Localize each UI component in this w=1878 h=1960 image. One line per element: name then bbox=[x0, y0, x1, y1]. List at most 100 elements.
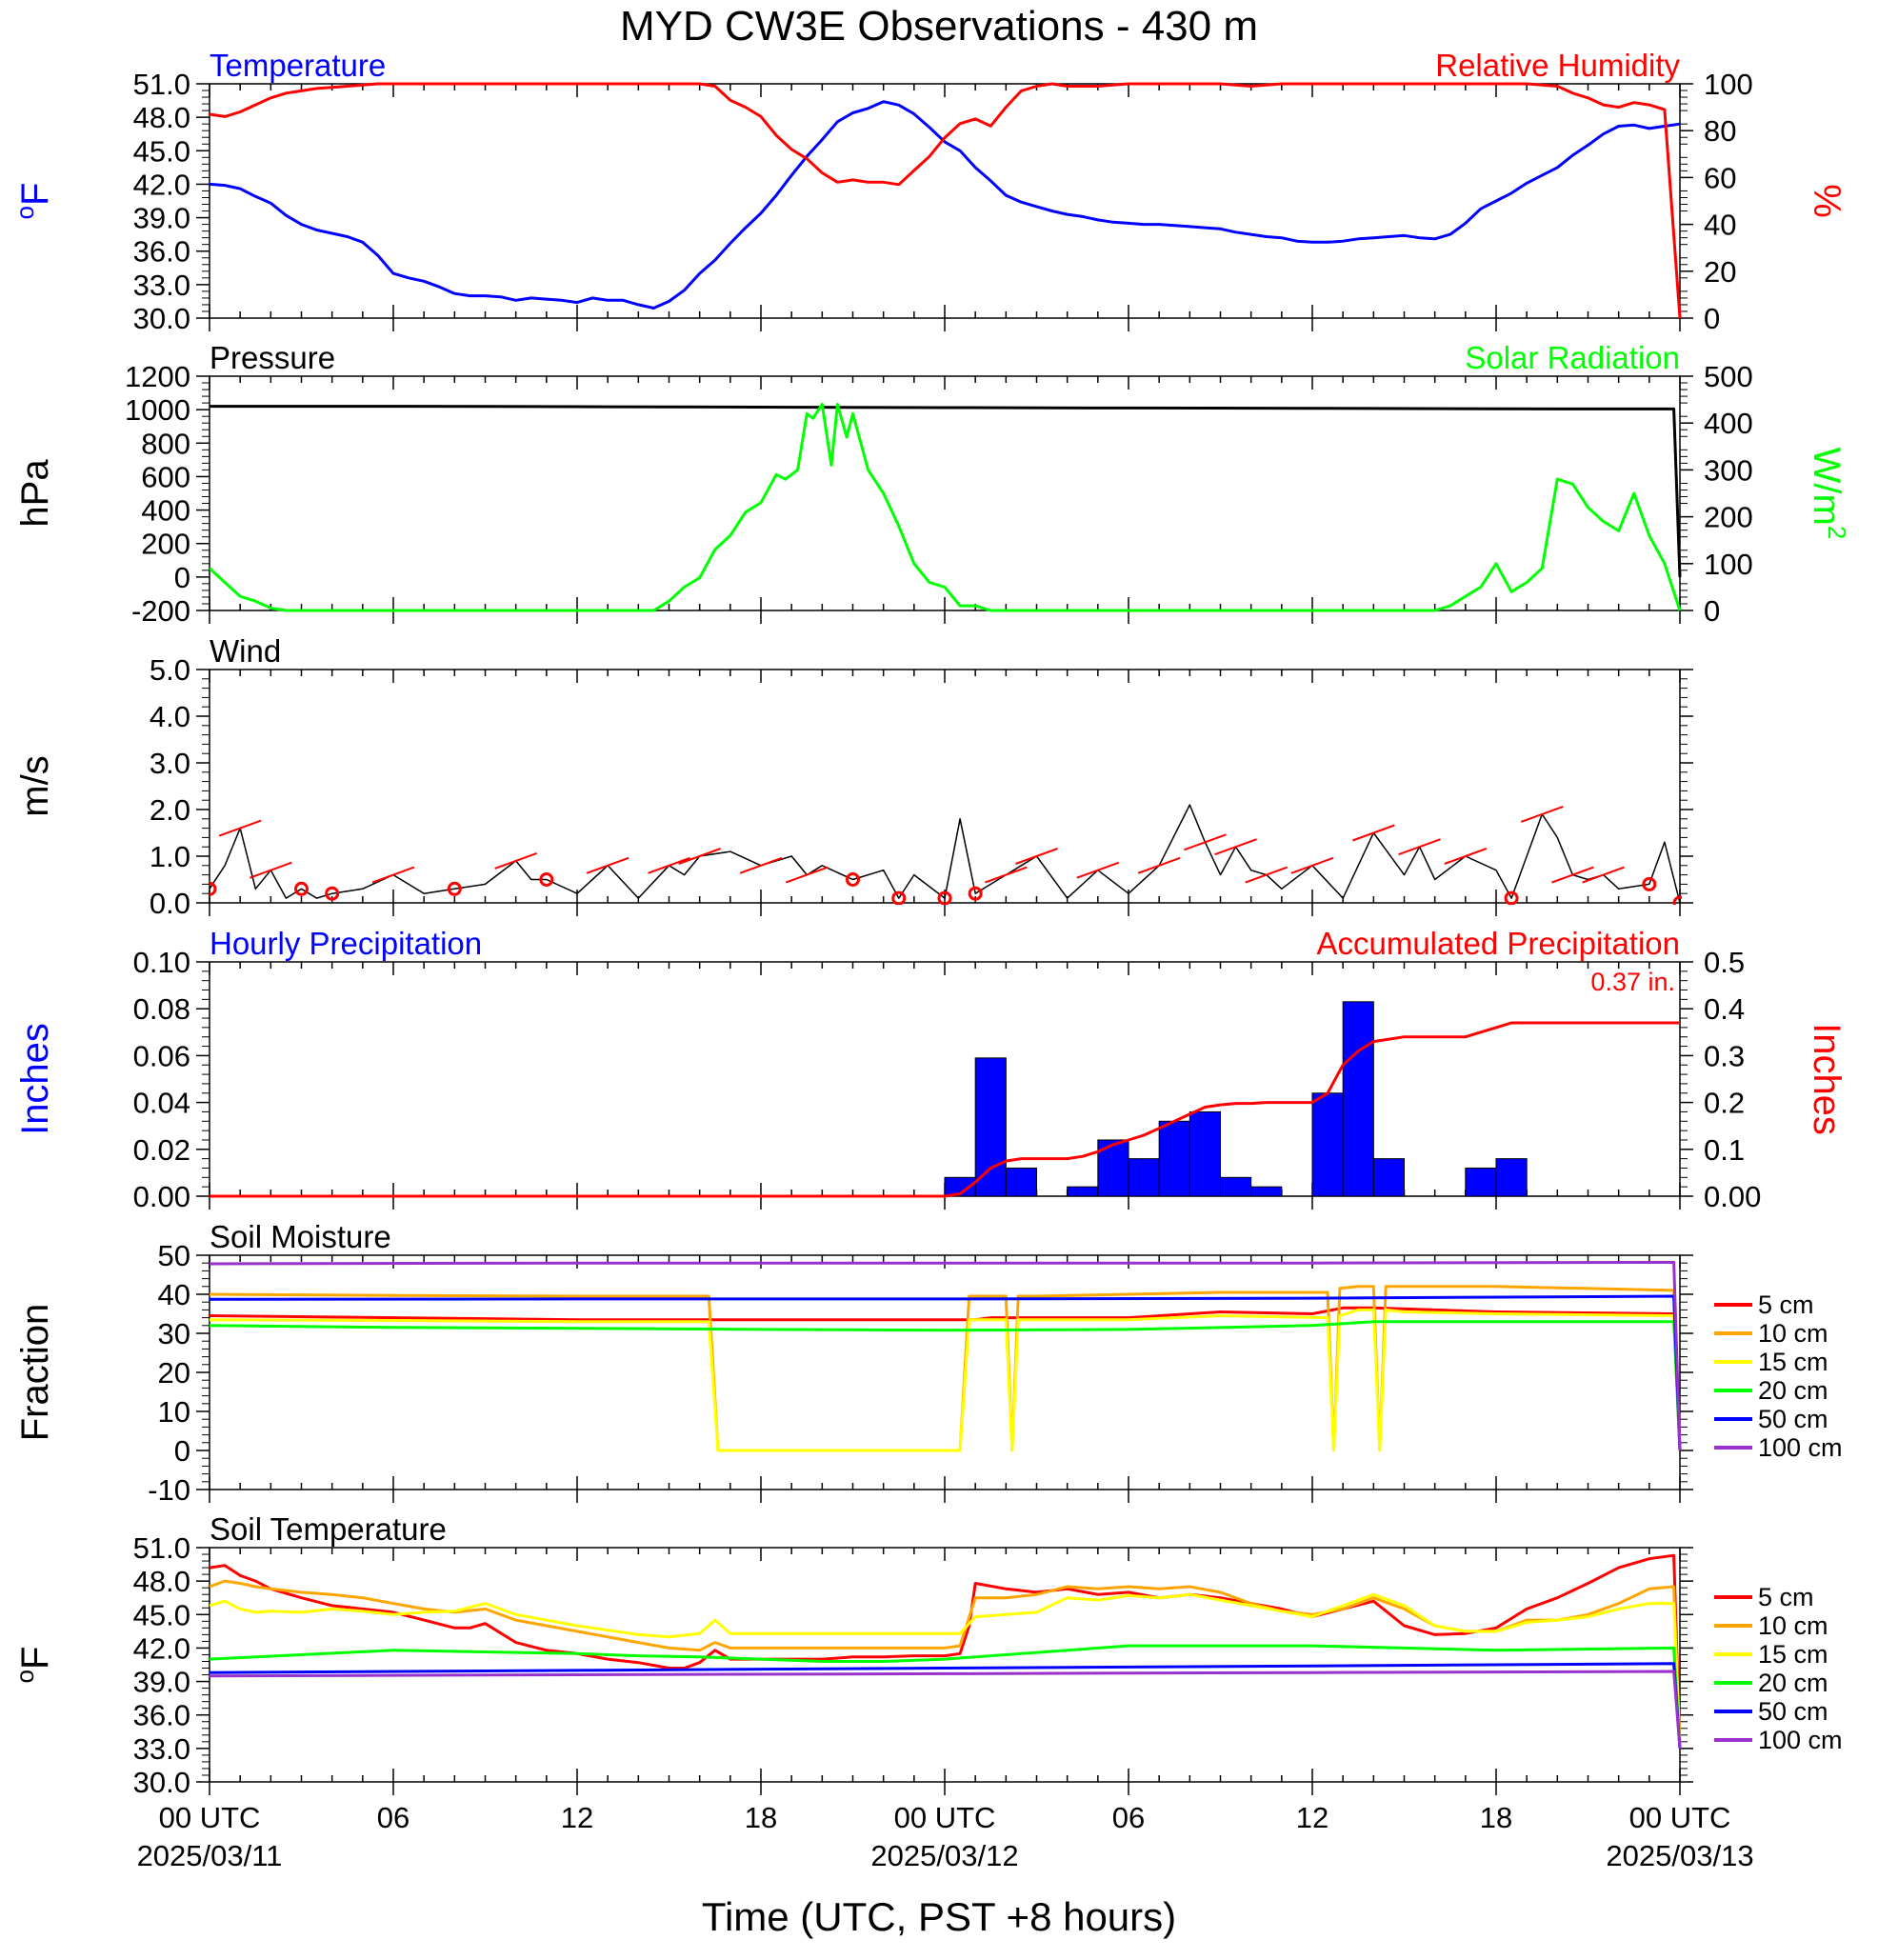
panel-data bbox=[210, 1553, 1682, 1750]
y-tick-label-left: 10 bbox=[158, 1395, 190, 1429]
legend-label: 50 cm bbox=[1758, 1697, 1828, 1726]
precip-bar bbox=[1342, 1001, 1374, 1197]
precip-bar bbox=[1067, 1186, 1099, 1197]
y-axis-label-left: m/s bbox=[14, 755, 56, 816]
y-tick-label-left: 200 bbox=[141, 528, 190, 561]
accumulated-precipitation-line bbox=[210, 1021, 1680, 1198]
y-tick-label-left: 33.0 bbox=[133, 1732, 190, 1766]
x-tick-label: 12 bbox=[1296, 1801, 1329, 1834]
precip-bar bbox=[1128, 1158, 1160, 1197]
y-tick-label-right: 100 bbox=[1704, 548, 1753, 581]
y-tick-label-left: 600 bbox=[141, 460, 190, 493]
y-tick-label-right: 80 bbox=[1704, 114, 1736, 148]
y-tick-label-left: 39.0 bbox=[133, 1666, 190, 1699]
y-tick-label-right: 400 bbox=[1704, 407, 1753, 440]
y-tick-label-left: 1.0 bbox=[150, 840, 190, 873]
x-tick-label: 06 bbox=[1112, 1801, 1145, 1834]
y-axis-label-left: hPa bbox=[14, 459, 56, 528]
wind-barb bbox=[249, 861, 292, 879]
y-tick-label-left: 20 bbox=[158, 1356, 190, 1390]
y-tick-label-left: 4.0 bbox=[150, 700, 190, 733]
calm-wind-marker bbox=[1672, 895, 1682, 905]
panel-frame bbox=[209, 1254, 1681, 1490]
panel-2: 0.0 1.0 2.0 3.0 4.0 5.0 Wind m/s bbox=[14, 633, 1693, 920]
panel-0: 30.033.036.039.042.045.048.051.0 0 20 40 60 8… bbox=[10, 48, 1848, 335]
y-tick-label-left: 51.0 bbox=[133, 68, 190, 101]
y-tick-label-right: 20 bbox=[1704, 255, 1736, 289]
wind-barb bbox=[1137, 856, 1181, 874]
y-tick-label-left: 45.0 bbox=[133, 1598, 190, 1631]
y-tick-label-right: 0.5 bbox=[1704, 946, 1745, 979]
legend-label: 15 cm bbox=[1758, 1348, 1828, 1376]
legend-label: 10 cm bbox=[1758, 1611, 1828, 1640]
y-tick-label-left: 0.0 bbox=[150, 887, 190, 920]
y-tick-label-left: 42.0 bbox=[133, 168, 190, 201]
x-tick-label: 00 UTC bbox=[159, 1801, 261, 1834]
calm-wind-marker bbox=[891, 890, 907, 905]
panel-left-title: Temperature bbox=[210, 48, 386, 83]
100-cm-line bbox=[210, 1260, 1682, 1451]
wind-barb bbox=[1290, 856, 1334, 874]
wind-barb bbox=[785, 866, 829, 884]
y-tick-label-left: 800 bbox=[141, 427, 190, 460]
5-cm-line bbox=[210, 1553, 1682, 1749]
y-axis-label-right: W/m2 bbox=[1806, 448, 1851, 540]
legend-label: 20 cm bbox=[1758, 1669, 1828, 1697]
y-tick-label-left: 0 bbox=[174, 561, 190, 594]
temperature-line bbox=[210, 100, 1681, 310]
precip-bar bbox=[974, 1057, 1007, 1197]
wind-barb bbox=[1551, 866, 1594, 884]
100-cm-line bbox=[210, 1670, 1682, 1750]
y-tick-label-left: 42.0 bbox=[133, 1631, 190, 1665]
x-axis-label: Time (UTC, PST +8 hours) bbox=[702, 1894, 1176, 1939]
y-tick-label-left: 0.00 bbox=[133, 1180, 190, 1213]
panel-5: 30.033.036.039.042.045.048.051.0 Soil Tem… bbox=[10, 1511, 1843, 1799]
y-tick-label-left: -10 bbox=[148, 1473, 190, 1507]
panel-left-title: Soil Temperature bbox=[210, 1511, 447, 1547]
y-axis-label-left: oF bbox=[10, 183, 56, 220]
y-tick-label-right: 200 bbox=[1704, 501, 1753, 534]
x-tick-label: 06 bbox=[377, 1801, 410, 1834]
legend-label: 100 cm bbox=[1758, 1726, 1843, 1754]
panel-data bbox=[210, 804, 1682, 905]
y-tick-label-left: 30 bbox=[158, 1317, 190, 1350]
y-tick-label-left: 5.0 bbox=[150, 653, 190, 687]
y-tick-label-left: 1200 bbox=[125, 360, 190, 393]
wind-barb bbox=[1520, 805, 1564, 823]
calm-wind-marker bbox=[846, 872, 860, 887]
x-tick-label: 00 UTC bbox=[1629, 1801, 1731, 1834]
legend-label: 20 cm bbox=[1758, 1376, 1828, 1405]
calm-wind-marker bbox=[937, 890, 952, 905]
calm-wind-marker bbox=[294, 881, 309, 896]
y-tick-label-left: 3.0 bbox=[150, 747, 190, 780]
calm-wind-marker bbox=[447, 881, 462, 896]
y-tick-label-right: 0.3 bbox=[1704, 1039, 1745, 1072]
precip-bar bbox=[1465, 1167, 1497, 1197]
panel-frame bbox=[209, 669, 1681, 904]
5-cm-line bbox=[210, 1306, 1682, 1451]
y-tick-label-left: 39.0 bbox=[133, 202, 190, 235]
20-cm-line bbox=[210, 1644, 1682, 1749]
y-tick-label-left: 36.0 bbox=[133, 1699, 190, 1732]
15-cm-line bbox=[210, 1592, 1682, 1749]
y-tick-label-left: 0.06 bbox=[133, 1039, 190, 1072]
panel-right-title: Accumulated Precipitation bbox=[1316, 926, 1680, 961]
y-tick-label-left: 2.0 bbox=[150, 793, 190, 827]
wind-barb bbox=[586, 856, 629, 874]
x-tick-label: 12 bbox=[561, 1801, 593, 1834]
wind-barb bbox=[371, 866, 415, 884]
x-tick-label: 18 bbox=[745, 1801, 777, 1834]
y-tick-label-left: 0.02 bbox=[133, 1133, 190, 1167]
precip-bar bbox=[1220, 1176, 1252, 1197]
panel-data bbox=[210, 403, 1682, 612]
y-tick-label-right: 0 bbox=[1704, 594, 1720, 628]
y-tick-label-right: 300 bbox=[1704, 453, 1753, 487]
main-title: MYD CW3E Observations - 430 m bbox=[620, 3, 1258, 50]
calm-wind-marker bbox=[539, 872, 554, 887]
panel-left-title: Soil Moisture bbox=[210, 1219, 391, 1254]
y-tick-label-left: 0.04 bbox=[133, 1087, 190, 1120]
y-tick-label-right: 0.1 bbox=[1704, 1133, 1745, 1167]
y-tick-label-right: 0 bbox=[1704, 302, 1720, 335]
panel-1: -200020040060080010001200010020030040050… bbox=[14, 340, 1851, 628]
